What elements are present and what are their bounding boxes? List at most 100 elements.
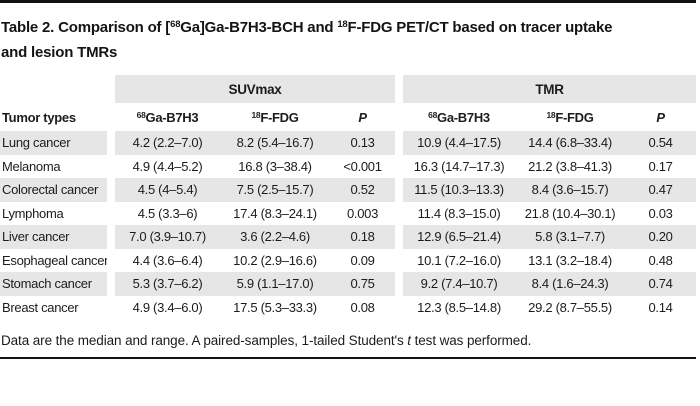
table-row: Liver cancer 7.0 (3.9–10.7) 3.6 (2.2–4.6… [0, 225, 697, 249]
value-cell: 4.5 (3.3–6) [137, 205, 198, 221]
tumor-type-cell: Stomach cancer [0, 272, 107, 296]
value-cell: 16.8 (3–38.4) [238, 158, 312, 174]
column-gap [107, 131, 115, 155]
value-cell: 13.1 (3.2–18.4) [528, 252, 612, 268]
title-text: Table 2. Comparison of [ [1, 19, 171, 36]
table-row: Lymphoma 4.5 (3.3–6) 17.4 (8.3–24.1) 0.0… [0, 201, 696, 225]
value-cell: 10.2 (2.9–16.6) [233, 252, 317, 268]
tumor-type-cell: Esophageal cancer [2, 252, 107, 268]
tumor-type-cell: Melanoma [2, 158, 61, 174]
column-gap [107, 75, 115, 103]
p-value-cell: 0.13 [330, 131, 396, 155]
column-gap [107, 248, 115, 272]
isotope-superscript: 18 [337, 19, 348, 30]
p-value-cell: 0.17 [648, 158, 673, 174]
value-cell: 16.3 (14.7–17.3) [413, 158, 505, 174]
p-value-cell: 0.08 [350, 299, 375, 315]
value-cell: 12.9 (6.5–21.4) [403, 225, 516, 249]
empty-cell [0, 75, 107, 103]
value-cell: 14.4 (6.8–33.4) [515, 131, 626, 155]
p-value-cell: 0.18 [330, 225, 396, 249]
column-gap [395, 272, 404, 296]
group-header-row: SUVmax TMR [0, 75, 697, 103]
value-cell: 4.5 (4–5.4) [115, 178, 220, 202]
column-header-p-suv: P [358, 109, 367, 125]
isotope-superscript: 18 [251, 109, 261, 120]
column-gap [107, 103, 115, 131]
tumor-type-cell: Breast cancer [2, 299, 79, 315]
column-gap [107, 295, 115, 319]
title-text: Ga]Ga-B7H3-BCH and [180, 19, 338, 36]
p-value-cell: 0.09 [350, 252, 375, 268]
value-cell: 10.1 (7.2–16.0) [417, 252, 501, 268]
value-cell: 11.5 (10.3–13.3) [403, 178, 516, 202]
value-cell: 4.2 (2.2–7.0) [115, 131, 220, 155]
value-cell: 10.9 (4.4–17.5) [403, 131, 516, 155]
value-cell: 21.8 (10.4–30.1) [524, 205, 616, 221]
value-cell: 12.3 (8.5–14.8) [417, 299, 501, 315]
footnote-italic-t: t [407, 333, 411, 348]
title-text: F-FDG PET/CT based on tracer uptake [347, 19, 613, 36]
column-gap [395, 248, 404, 272]
column-header-ga-b7h3-tmr: 68Ga-B7H3 [428, 109, 490, 125]
column-gap [395, 201, 404, 225]
value-cell: 8.2 (5.4–16.7) [220, 131, 330, 155]
value-cell: 8.4 (3.6–15.7) [515, 178, 626, 202]
title-text-line2: and lesion TMRs [1, 44, 118, 61]
isotope-superscript: 18 [546, 109, 556, 120]
table-row: Esophageal cancer 4.4 (3.6–6.4) 10.2 (2.… [0, 248, 696, 272]
value-cell: 3.6 (2.2–4.6) [220, 225, 330, 249]
column-gap [107, 154, 115, 178]
value-cell: 9.2 (7.4–10.7) [403, 272, 516, 296]
comparison-table: SUVmax TMR Tumor types 68Ga-B7H3 18F-FDG… [0, 75, 697, 319]
p-value-cell: 0.54 [625, 131, 697, 155]
table-row: Lung cancer 4.2 (2.2–7.0) 8.2 (5.4–16.7)… [0, 131, 697, 155]
value-cell: 7.0 (3.9–10.7) [115, 225, 220, 249]
footnote-text: test was performed. [410, 333, 532, 348]
tumor-type-cell: Lymphoma [2, 205, 64, 221]
p-value-cell: 0.75 [330, 272, 396, 296]
value-cell: 5.8 (3.1–7.7) [515, 225, 626, 249]
table-footnote: Data are the median and range. A paired-… [1, 333, 700, 348]
group-header-tmr: TMR [403, 75, 697, 103]
column-gap [395, 225, 404, 249]
p-value-cell: 0.03 [648, 205, 673, 221]
table-row: Breast cancer 4.9 (3.4–6.0) 17.5 (5.3–33… [0, 295, 696, 319]
column-header-fdg-tmr: 18F-FDG [546, 109, 594, 125]
value-cell: 29.2 (8.7–55.5) [528, 299, 612, 315]
column-header-row: Tumor types 68Ga-B7H3 18F-FDG P 68Ga-B7H… [0, 103, 696, 131]
group-header-suvmax: SUVmax [115, 75, 396, 103]
p-value-cell: 0.74 [625, 272, 697, 296]
isotope-superscript: 68 [136, 109, 146, 120]
column-gap [395, 154, 404, 178]
p-value-cell: 0.52 [330, 178, 396, 202]
column-gap [395, 103, 404, 131]
column-header-ga-b7h3-suv: 68Ga-B7H3 [136, 109, 199, 125]
bottom-rule [0, 357, 696, 359]
column-header-tumor-types: Tumor types [2, 109, 76, 125]
value-cell: 17.5 (5.3–33.3) [233, 299, 317, 315]
value-cell: 5.3 (3.7–6.2) [115, 272, 220, 296]
tumor-type-cell: Colorectal cancer [0, 178, 107, 202]
value-cell: 17.4 (8.3–24.1) [233, 205, 317, 221]
tumor-type-cell: Liver cancer [0, 225, 107, 249]
p-value-cell: 0.14 [648, 299, 673, 315]
value-cell: 21.2 (3.8–41.3) [528, 158, 612, 174]
isotope-superscript: 68 [428, 109, 438, 120]
column-gap [395, 131, 404, 155]
isotope-superscript: 68 [170, 19, 181, 30]
value-cell: 7.5 (2.5–15.7) [220, 178, 330, 202]
column-gap [107, 178, 115, 202]
table-title: Table 2. Comparison of [68Ga]Ga-B7H3-BCH… [1, 16, 691, 64]
table-row: Colorectal cancer 4.5 (4–5.4) 7.5 (2.5–1… [0, 178, 697, 202]
column-gap [107, 272, 115, 296]
table-row: Melanoma 4.9 (4.4–5.2) 16.8 (3–38.4) <0.… [0, 154, 696, 178]
p-value-cell: 0.20 [625, 225, 697, 249]
value-cell: 5.9 (1.1–17.0) [220, 272, 330, 296]
p-value-cell: 0.47 [625, 178, 697, 202]
column-gap [395, 295, 404, 319]
column-header-p-tmr: P [656, 109, 665, 125]
value-cell: 8.4 (1.6–24.3) [515, 272, 626, 296]
p-value-cell: 0.003 [346, 205, 379, 221]
